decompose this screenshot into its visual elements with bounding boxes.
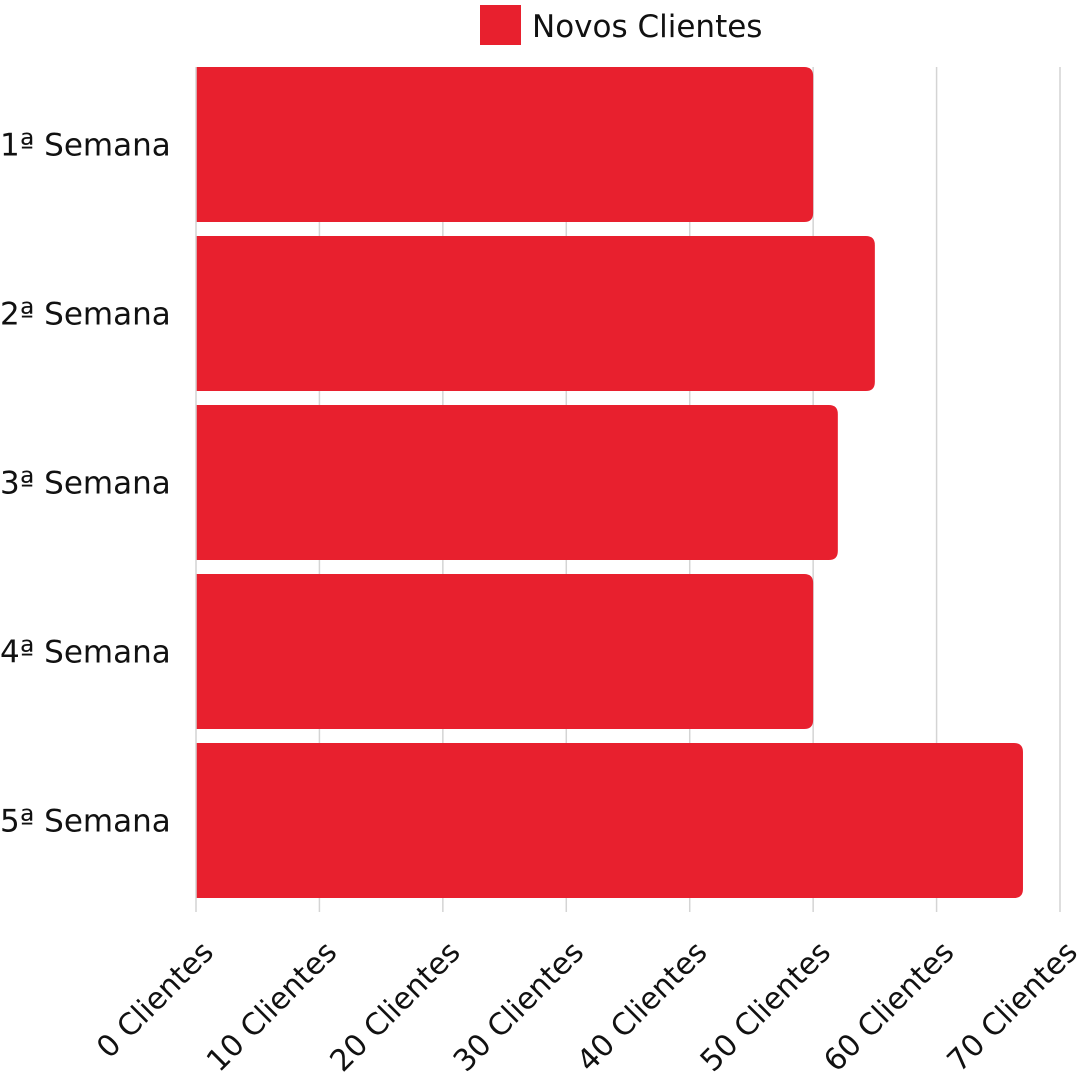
x-tick-label: 60 Clientes — [817, 935, 961, 1079]
bar — [196, 574, 814, 729]
category-label: 4ª Semana — [0, 635, 171, 671]
legend-swatch — [480, 5, 521, 45]
x-tick-label: 30 Clientes — [447, 935, 591, 1079]
bar — [196, 405, 838, 560]
bar-layer — [196, 67, 1023, 898]
x-tick-label: 0 Clientes — [90, 935, 221, 1066]
bar — [196, 743, 1023, 898]
category-label: 3ª Semana — [0, 466, 171, 502]
x-tick-label: 40 Clientes — [570, 935, 714, 1079]
x-tick-label: 50 Clientes — [694, 935, 838, 1079]
x-tick-label: 10 Clientes — [200, 935, 344, 1079]
legend: Novos Clientes — [480, 5, 762, 45]
legend-label: Novos Clientes — [532, 9, 762, 45]
category-label: 5ª Semana — [0, 804, 171, 840]
bar — [196, 236, 875, 391]
category-label: 1ª Semana — [0, 128, 171, 164]
bar — [196, 67, 814, 222]
x-tick-label: 70 Clientes — [941, 935, 1080, 1079]
x-tick-label: 20 Clientes — [324, 935, 468, 1079]
category-label: 2ª Semana — [0, 297, 171, 333]
